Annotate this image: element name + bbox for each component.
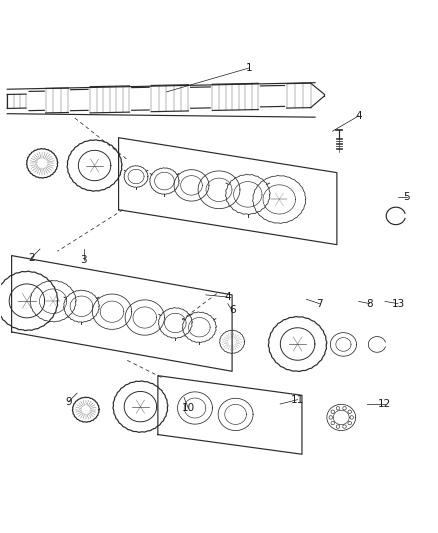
Text: 12: 12 [378,399,392,409]
Text: 2: 2 [28,253,35,263]
Text: 4: 4 [224,292,231,302]
Text: 6: 6 [229,305,235,315]
Text: 1: 1 [246,63,253,73]
Text: 5: 5 [403,192,410,201]
Text: 3: 3 [80,255,87,265]
Text: 9: 9 [65,397,72,407]
Text: 7: 7 [316,298,323,309]
Text: 10: 10 [182,403,195,414]
Text: 8: 8 [366,298,373,309]
Text: 4: 4 [355,111,362,121]
Text: 13: 13 [392,298,405,309]
Text: 11: 11 [291,394,304,405]
